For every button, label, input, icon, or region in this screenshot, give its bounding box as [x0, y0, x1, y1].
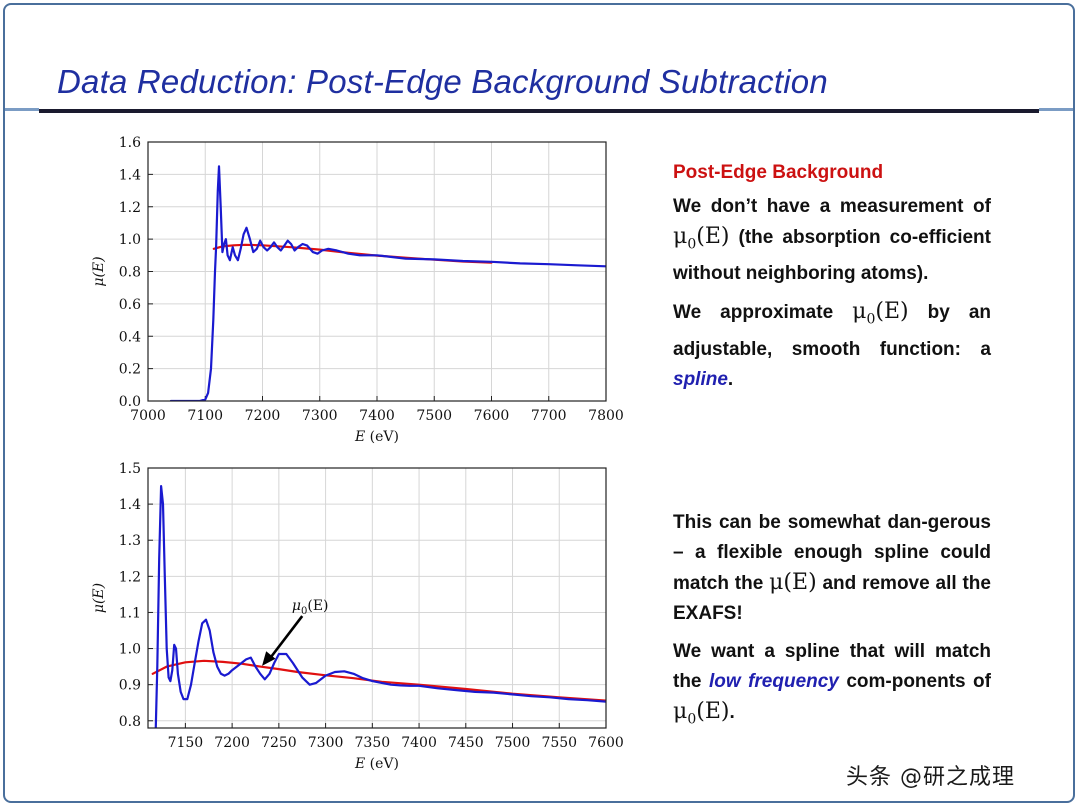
side-text-top: Post-Edge Background We don’t have a mea…: [673, 158, 991, 403]
title-rule-left: [5, 108, 39, 111]
p4-a: We want a spline that will match the: [673, 641, 991, 692]
p3-a: This can be somewhat dan-gerous – a flex…: [673, 512, 991, 594]
p3-b: and remove all the EXAFS!: [673, 573, 991, 624]
math-mu0-2-arg: (E): [875, 299, 909, 325]
math-mu0-arg: (E): [696, 224, 730, 249]
section-heading: Post-Edge Background: [673, 162, 884, 183]
math-mu0-3: μ0(E): [673, 699, 730, 728]
math-mu0-2-sub: 0: [866, 311, 876, 328]
title-rule-right: [1039, 108, 1073, 111]
math-mu0-2: μ0(E): [852, 299, 909, 327]
title-rule: [39, 109, 1039, 113]
p2-b: by an adjustable, smooth function: a: [673, 302, 991, 360]
math-mu0-3-symbol: μ: [673, 699, 688, 724]
math-mu: μ(E): [769, 570, 817, 595]
p4-c: .: [729, 702, 735, 723]
p4-emphasis: low frequency: [708, 671, 839, 692]
math-mu0-sub: 0: [687, 236, 697, 253]
paragraph-3: This can be somewhat dan-gerous – a flex…: [673, 508, 991, 629]
math-mu0-2-symbol: μ: [852, 299, 867, 325]
p1-b: (the absorption co-efficient without nei…: [673, 227, 991, 285]
paragraph-4: We want a spline that will match the low…: [673, 637, 991, 734]
watermark: 头条 @研之成理: [846, 765, 1015, 790]
paragraph-1: We don’t have a measurement of μ0(E) (th…: [673, 192, 991, 289]
p2-emphasis: spline: [673, 368, 728, 390]
paragraph-2: We approximate μ0(E) by an adjustable, s…: [673, 297, 991, 394]
math-mu0: μ0(E): [673, 224, 730, 253]
side-text-bottom: This can be somewhat dan-gerous – a flex…: [673, 508, 991, 742]
math-mu0-3-arg: (E): [696, 699, 730, 724]
math-mu0-symbol: μ: [673, 224, 688, 249]
p4-b: com-ponents of: [838, 671, 991, 692]
slide-title: Data Reduction: Post-Edge Background Sub…: [57, 63, 828, 100]
math-mu0-3-sub: 0: [687, 711, 697, 728]
p2-a: We approximate: [673, 302, 853, 324]
p2-c: .: [727, 368, 734, 390]
p1-a: We don’t have a measurement of: [673, 196, 991, 217]
